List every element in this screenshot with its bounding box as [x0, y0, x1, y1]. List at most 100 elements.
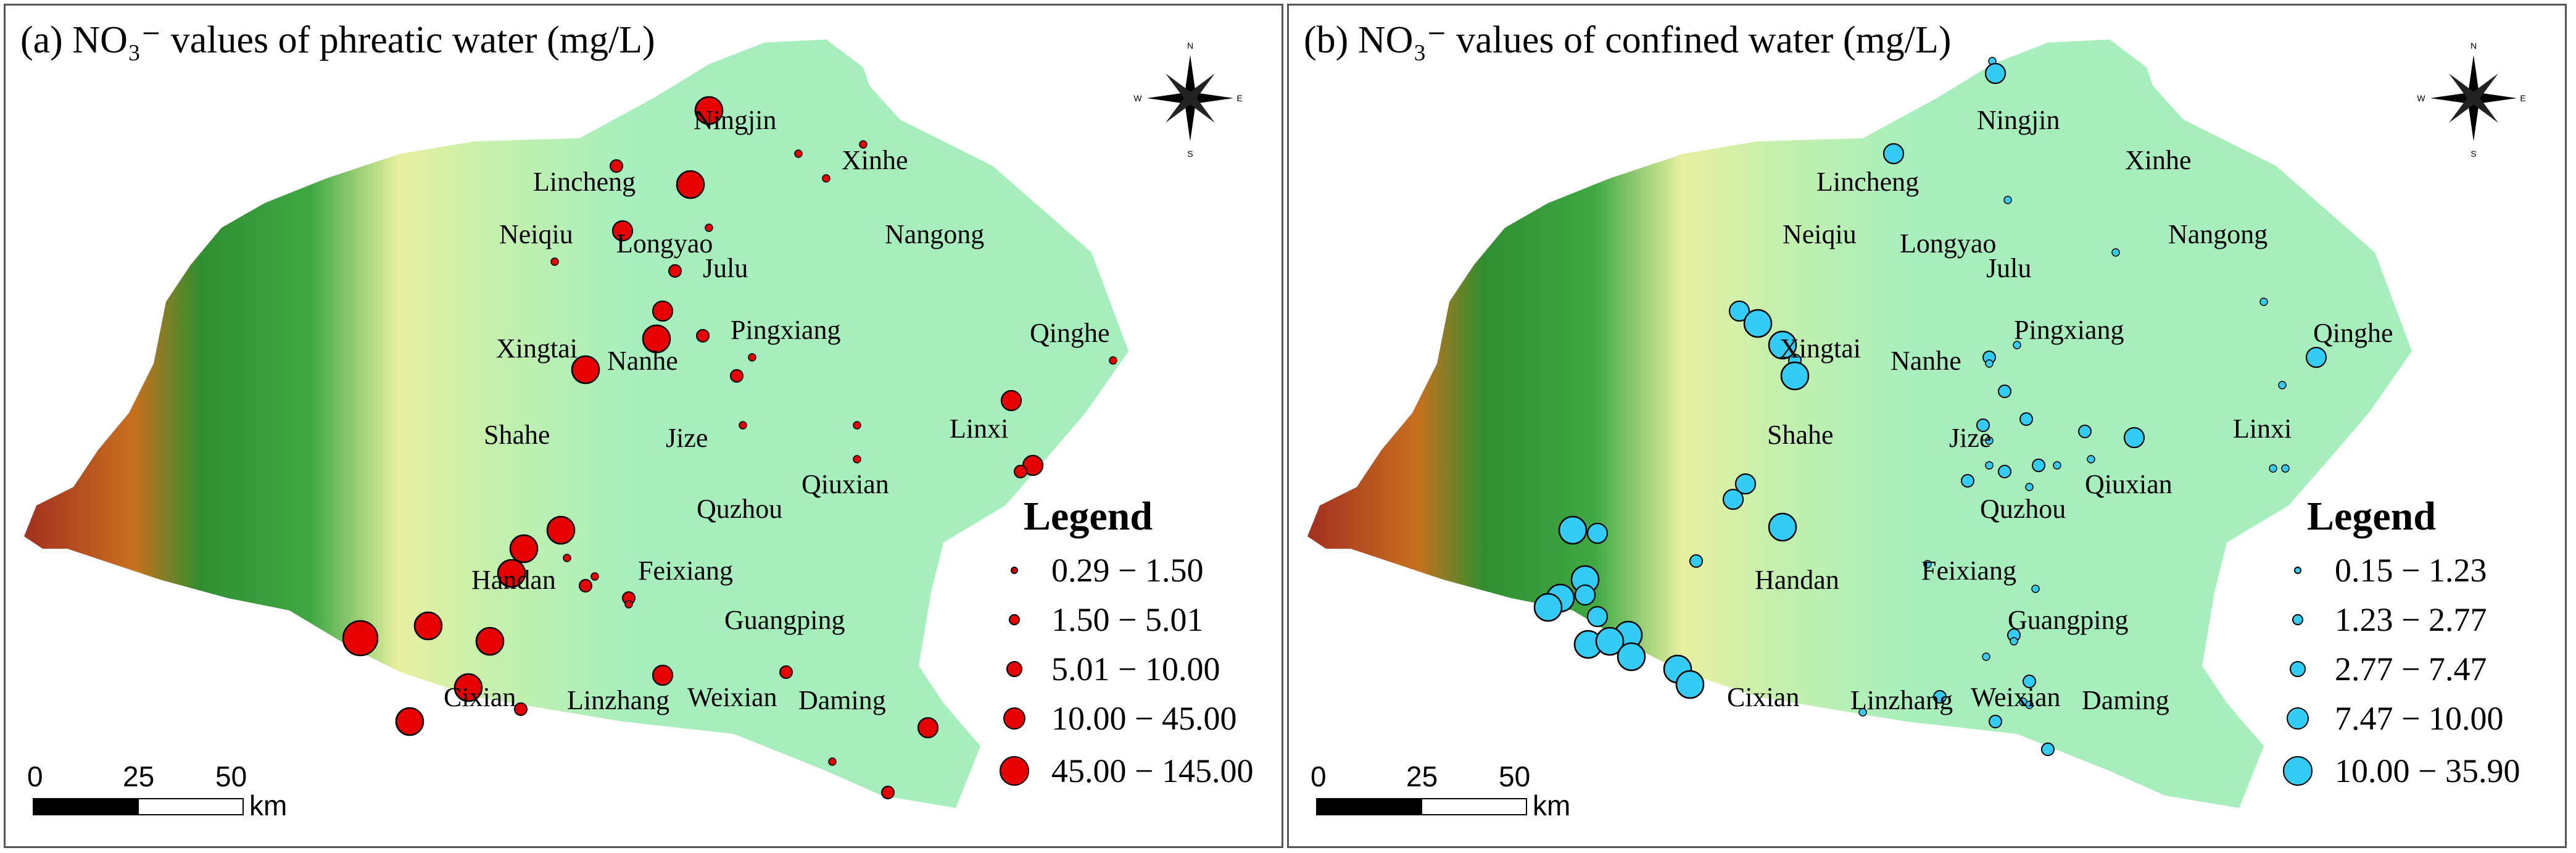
town-label: Weixian: [687, 682, 777, 712]
town-label: Linzhang: [1850, 685, 1953, 715]
town-label: Qiuxian: [801, 469, 889, 499]
sample-marker: [1923, 560, 1932, 568]
legend-label: 7.47 − 10.00: [2335, 700, 2504, 737]
town-label: Lincheng: [1816, 167, 1919, 197]
sample-marker: [1586, 522, 1609, 544]
town-label: Lincheng: [533, 167, 636, 197]
sample-marker: [2111, 248, 2120, 257]
legend-label: 0.15 − 1.23: [2335, 552, 2487, 589]
sample-marker: [1985, 359, 1994, 368]
sample-marker: [1109, 356, 1117, 365]
sample-marker: [579, 579, 592, 593]
sample-marker: [2053, 461, 2061, 470]
town-label: Daming: [798, 685, 886, 715]
sample-marker: [1982, 652, 1990, 661]
sample-marker: [779, 665, 793, 679]
sample-marker: [590, 572, 599, 581]
town-label: Neiqiu: [499, 219, 573, 249]
sample-marker: [475, 626, 505, 656]
sample-marker: [694, 96, 724, 125]
scale-bar-light-segment: [1421, 798, 1527, 815]
legend-symbol-icon: [977, 598, 1051, 641]
scale-tick-label: 0: [27, 760, 43, 793]
sample-marker: [2278, 381, 2287, 389]
legend-symbol-icon: [977, 549, 1051, 592]
town-label: Pingxiang: [731, 315, 840, 345]
town-label: Nanhe: [607, 346, 678, 376]
town-label: Longyao: [1900, 228, 1996, 259]
legend-title-phreatic: Legend: [1024, 494, 1153, 539]
sample-marker: [1768, 512, 1797, 542]
legend-label: 5.01 − 10.00: [1051, 651, 1220, 688]
sample-marker: [1014, 465, 1027, 478]
town-label: Xingtai: [496, 333, 578, 364]
legend-symbol-icon: [2261, 549, 2335, 592]
sample-marker: [859, 140, 868, 149]
town-label: Longyao: [616, 228, 713, 259]
legend-label: 2.77 − 7.47: [2335, 651, 2487, 688]
sample-marker: [853, 421, 861, 430]
town-label: Nanhe: [1891, 346, 1961, 376]
scale-unit-label: km: [1533, 789, 1570, 822]
scale-bar-dark-segment: [33, 798, 139, 815]
sample-marker: [1617, 642, 1646, 672]
legend-label: 10.00 − 35.90: [2335, 752, 2520, 789]
scale-unit-label: km: [249, 789, 287, 822]
legend-row: 1.50 − 5.01: [977, 598, 1203, 641]
town-label: Shahe: [1767, 420, 1834, 450]
sample-marker: [2031, 585, 2040, 593]
sample-marker: [730, 369, 743, 383]
town-label: Xinhe: [2125, 145, 2192, 175]
sample-marker: [1998, 385, 2011, 398]
town-label: Quzhou: [1980, 494, 2066, 524]
sample-marker: [624, 600, 633, 609]
legend-symbol-icon: [977, 647, 1051, 691]
sample-marker: [2013, 341, 2021, 349]
sample-marker: [509, 534, 539, 564]
sample-marker: [611, 220, 634, 242]
sample-marker: [610, 159, 623, 173]
legend-symbol-icon: [977, 697, 1051, 740]
town-label: Handan: [1755, 565, 1839, 595]
town-label: Nangong: [885, 219, 984, 249]
sample-marker: [1882, 143, 1905, 165]
sample-marker: [1734, 473, 1757, 495]
sample-marker: [739, 421, 747, 430]
scale-tick-label: 0: [1311, 760, 1327, 793]
legend-row: 7.47 − 10.00: [2261, 697, 2503, 740]
sample-marker: [2087, 455, 2095, 464]
sample-marker: [794, 149, 803, 158]
town-labels: Ningjin Xinhe Lincheng Neiqiu Longyao Nangong…: [1727, 105, 2393, 715]
sample-marker: [1984, 62, 2007, 85]
sample-marker: [563, 554, 571, 562]
legend-label: 1.23 − 2.77: [2335, 601, 2487, 638]
compass-e-label: E: [1236, 93, 1242, 103]
town-label: Cixian: [1727, 682, 1799, 712]
compass-s-label: S: [2470, 149, 2476, 159]
town-label: Qiuxian: [2085, 469, 2172, 499]
compass-w-label: W: [1133, 93, 1142, 103]
sample-marker: [881, 786, 895, 799]
legend-label: 0.29 − 1.50: [1051, 552, 1204, 589]
compass-n-label: N: [1187, 41, 1193, 51]
panel-title-phreatic: (a) NO₃⁻ values of phreatic water (mg/L): [20, 19, 655, 61]
study-area-confined: [1307, 40, 2412, 808]
sample-marker: [1000, 389, 1022, 412]
sample-marker: [2023, 675, 2036, 688]
legend-symbol-icon: [2261, 598, 2335, 641]
sample-marker: [2041, 743, 2055, 756]
sample-marker: [1689, 554, 1703, 568]
sample-marker: [571, 355, 600, 385]
town-label: Xingtai: [1779, 333, 1861, 364]
sample-marker: [1586, 605, 1609, 628]
sample-marker: [2003, 196, 2012, 204]
sample-marker: [2019, 412, 2033, 426]
sample-marker: [1722, 488, 1744, 510]
legend-row: 5.01 − 10.00: [977, 647, 1220, 691]
legend-symbol-icon: [977, 749, 1051, 793]
scale-bar-light-segment: [138, 798, 244, 815]
sample-marker: [342, 620, 379, 657]
scale-tick-label: 25: [123, 760, 154, 793]
legend-label: 45.00 − 145.00: [1051, 752, 1254, 789]
